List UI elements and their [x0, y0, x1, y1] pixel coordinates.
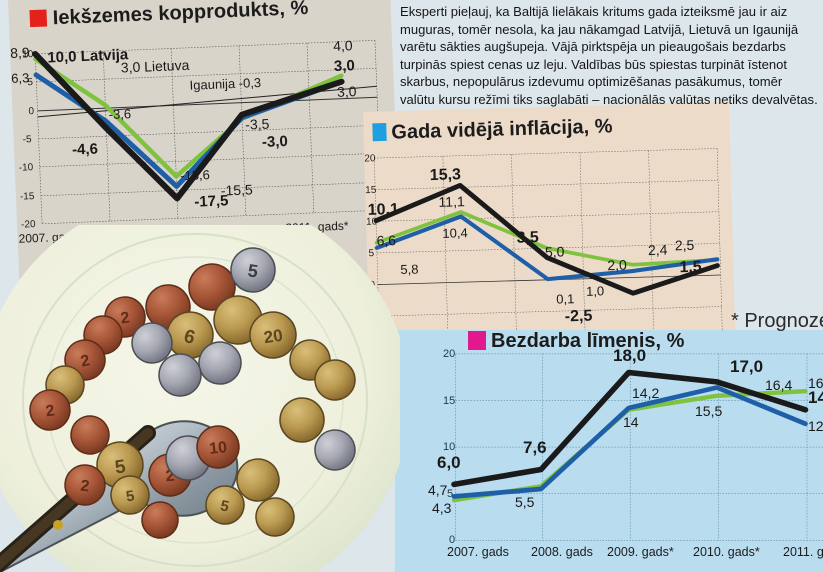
svg-text:-2,5: -2,5	[565, 308, 593, 326]
svg-text:6,3: 6,3	[11, 70, 30, 86]
svg-text:20: 20	[443, 348, 455, 360]
svg-text:8,9: 8,9	[10, 44, 30, 61]
svg-text:17,0: 17,0	[730, 357, 763, 376]
svg-text:15,3: 15,3	[430, 166, 462, 184]
svg-text:4,0: 4,0	[333, 37, 353, 54]
svg-text:2011. gads*: 2011. gads*	[783, 545, 823, 559]
svg-text:Gada vidējā inflācija, %: Gada vidējā inflācija, %	[391, 115, 613, 143]
svg-text:-3,6: -3,6	[108, 106, 131, 122]
svg-text:-15,5: -15,5	[221, 181, 254, 198]
svg-text:-13,6: -13,6	[180, 167, 210, 183]
svg-text:5: 5	[447, 488, 453, 500]
svg-text:4,3: 4,3	[432, 500, 452, 516]
svg-text:2: 2	[80, 478, 91, 496]
svg-text:-5: -5	[22, 134, 32, 145]
svg-text:10,0 Latvija: 10,0 Latvija	[47, 46, 129, 66]
svg-text:15: 15	[443, 395, 455, 407]
svg-text:1,0: 1,0	[586, 283, 604, 298]
svg-text:12,5: 12,5	[808, 418, 823, 434]
svg-text:6,0: 6,0	[437, 453, 461, 472]
svg-text:0,1: 0,1	[556, 291, 574, 306]
svg-text:Igaunija -0,3: Igaunija -0,3	[189, 75, 261, 93]
svg-text:15: 15	[365, 185, 377, 196]
svg-text:2010. gads*: 2010. gads*	[693, 545, 760, 559]
svg-text:10,1: 10,1	[368, 201, 400, 219]
svg-text:5,0: 5,0	[545, 243, 565, 260]
svg-text:10: 10	[443, 441, 455, 453]
svg-text:3,0: 3,0	[337, 83, 357, 100]
svg-text:4,7: 4,7	[428, 482, 448, 498]
svg-text:-10: -10	[19, 162, 34, 174]
svg-text:Iekšzemes kopprodukts, %: Iekšzemes kopprodukts, %	[52, 0, 309, 29]
svg-text:2,5: 2,5	[675, 237, 695, 254]
svg-text:20: 20	[364, 153, 376, 164]
svg-text:20: 20	[263, 326, 284, 347]
svg-text:2009. gads*: 2009. gads*	[607, 545, 674, 559]
svg-text:5,5: 5,5	[515, 494, 535, 510]
svg-text:7,6: 7,6	[523, 438, 547, 457]
svg-text:2007. gads: 2007. gads	[447, 545, 509, 559]
svg-text:-3,5: -3,5	[245, 116, 270, 133]
svg-text:16,0: 16,0	[808, 375, 823, 391]
svg-text:2008. gads: 2008. gads	[531, 545, 593, 559]
svg-text:3,5: 3,5	[516, 229, 539, 247]
svg-text:14,2: 14,2	[632, 385, 659, 401]
svg-text:15,5: 15,5	[695, 403, 722, 419]
svg-text:10,4: 10,4	[442, 225, 468, 241]
svg-text:3,0: 3,0	[334, 57, 356, 75]
svg-text:2,4: 2,4	[648, 242, 668, 259]
svg-text:0: 0	[28, 106, 34, 117]
svg-text:3,0 Lietuva: 3,0 Lietuva	[121, 57, 190, 76]
svg-text:11,1: 11,1	[438, 193, 465, 210]
svg-text:2,0: 2,0	[607, 257, 627, 274]
svg-text:1,5: 1,5	[679, 259, 702, 277]
svg-text:-15: -15	[20, 191, 35, 203]
svg-text:16,4: 16,4	[765, 377, 792, 393]
svg-text:Bezdarba līmenis, %: Bezdarba līmenis, %	[491, 330, 685, 352]
svg-text:5,8: 5,8	[400, 262, 418, 277]
svg-text:10: 10	[208, 439, 228, 458]
svg-text:-3,0: -3,0	[262, 133, 289, 151]
svg-text:14: 14	[623, 414, 639, 430]
svg-text:18,0: 18,0	[613, 346, 646, 365]
svg-text:-4,6: -4,6	[72, 141, 99, 159]
